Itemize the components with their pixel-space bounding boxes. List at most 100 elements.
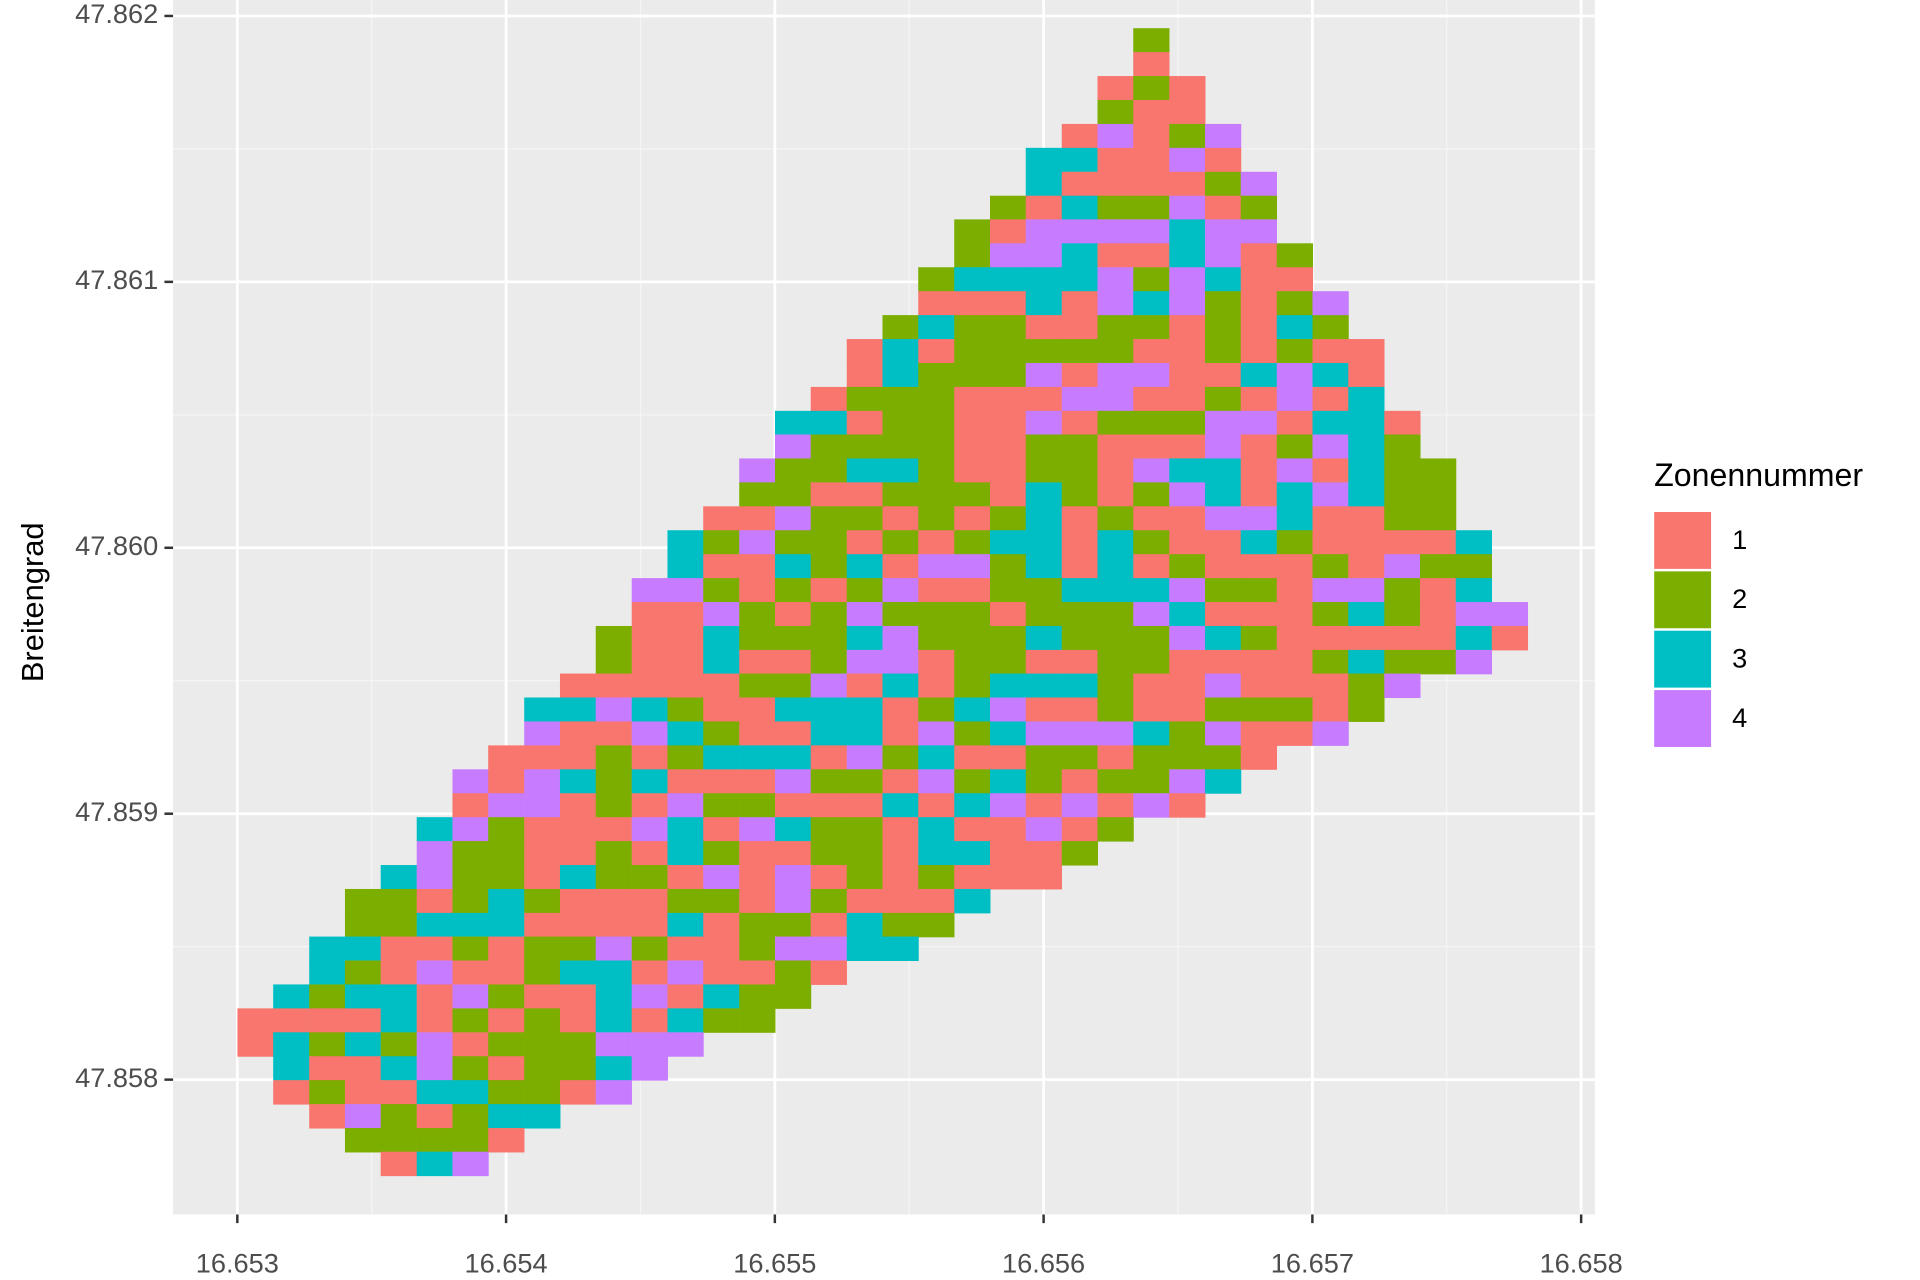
tile — [1061, 123, 1098, 149]
tile — [1169, 123, 1206, 149]
tile — [1061, 602, 1098, 627]
tile — [1169, 195, 1206, 221]
tile — [1025, 841, 1062, 866]
tile — [1169, 793, 1206, 818]
tile — [309, 960, 346, 985]
tile — [380, 1032, 417, 1057]
legend-key — [1654, 571, 1712, 629]
tile — [954, 649, 991, 675]
tile — [1240, 315, 1277, 340]
tile — [1133, 554, 1170, 579]
tile — [1061, 219, 1098, 244]
tile — [1348, 386, 1385, 412]
x-tick-label: 16.657 — [1271, 1247, 1354, 1278]
tile — [559, 1056, 597, 1081]
tile — [739, 697, 776, 722]
tile — [954, 817, 991, 842]
tile — [416, 912, 453, 938]
tile — [667, 817, 704, 842]
tile — [595, 625, 632, 651]
tile — [273, 1032, 310, 1057]
tile — [1133, 721, 1170, 746]
tile — [1133, 362, 1170, 388]
tile — [1133, 745, 1170, 770]
tile — [667, 625, 704, 651]
tile — [1133, 195, 1170, 221]
tile — [452, 1032, 489, 1057]
tile — [846, 697, 883, 722]
tile — [774, 482, 812, 507]
tile — [1025, 721, 1062, 746]
tile — [524, 1104, 561, 1129]
legend-label: 3 — [1732, 643, 1747, 674]
tile — [954, 339, 991, 364]
tile — [1097, 243, 1134, 268]
tile — [846, 721, 883, 746]
tile — [846, 386, 883, 412]
tile — [1169, 171, 1206, 197]
tile — [882, 888, 919, 914]
tile — [1420, 625, 1457, 651]
tile — [416, 1080, 453, 1105]
tile — [1312, 291, 1349, 316]
tile — [1169, 386, 1206, 412]
tile — [1240, 195, 1277, 221]
tile — [918, 458, 955, 483]
tile — [774, 721, 812, 746]
tile — [416, 1056, 453, 1081]
tile — [810, 506, 847, 531]
tile — [1169, 76, 1206, 101]
tile — [631, 673, 668, 699]
tile — [1097, 578, 1134, 603]
tile — [1133, 530, 1170, 555]
tile — [1276, 458, 1314, 483]
tile — [559, 865, 597, 890]
tile — [989, 865, 1027, 890]
tile — [488, 1080, 525, 1105]
tile — [1025, 315, 1062, 340]
tile — [1169, 649, 1206, 675]
tile — [739, 625, 776, 651]
tile — [667, 912, 704, 938]
tile — [882, 865, 919, 890]
tile — [1133, 123, 1170, 149]
tile — [954, 530, 991, 555]
tile — [273, 1080, 310, 1105]
tile — [989, 602, 1027, 627]
tile — [452, 1056, 489, 1081]
tile — [1133, 315, 1170, 340]
tile — [1025, 339, 1062, 364]
tile — [1097, 721, 1134, 746]
tile — [1312, 315, 1349, 340]
tile — [810, 625, 847, 651]
tile — [774, 745, 812, 770]
tile — [1205, 578, 1242, 603]
tile — [1384, 458, 1421, 483]
tile — [1205, 721, 1242, 746]
tile — [595, 1032, 632, 1057]
tile — [559, 673, 597, 699]
tile — [1169, 315, 1206, 340]
tile — [524, 1008, 561, 1033]
tile — [810, 578, 847, 603]
tile — [595, 1056, 632, 1081]
tile — [1169, 769, 1206, 794]
tile — [559, 960, 597, 985]
tile — [918, 339, 955, 364]
tile — [559, 841, 597, 866]
tile — [1169, 434, 1206, 459]
tile — [1205, 530, 1242, 555]
tile — [1097, 219, 1134, 244]
y-tick-label: 47.860 — [75, 530, 158, 561]
tile — [631, 960, 668, 985]
tile — [954, 721, 991, 746]
tile — [524, 769, 561, 794]
tile — [1240, 171, 1277, 197]
tile — [1061, 769, 1098, 794]
tile — [1420, 458, 1457, 483]
tile — [918, 912, 955, 938]
tile — [882, 721, 919, 746]
tile — [488, 1104, 525, 1129]
tile — [954, 673, 991, 699]
tile — [1025, 171, 1062, 197]
